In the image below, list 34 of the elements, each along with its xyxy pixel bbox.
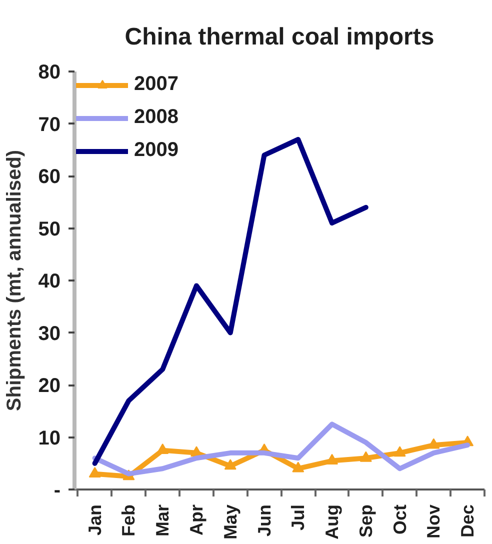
point (224, 459, 236, 470)
x-tick-label: Dec (458, 504, 478, 538)
y-tick-label: 20 (38, 375, 61, 397)
x-tick-label: Nov (424, 504, 444, 539)
x-tick-label: Jun (254, 504, 274, 536)
legend-label: 2009 (134, 139, 178, 162)
x-tick-label: Jul (288, 504, 308, 531)
y-tick-label: - (54, 480, 61, 502)
x-tick-label: Apr (186, 504, 206, 536)
x-tick-label: Feb (118, 504, 139, 536)
x-tick-label: Aug (322, 504, 342, 540)
y-tick-label: 70 (38, 114, 61, 136)
y-tick-label: 50 (38, 218, 61, 240)
point (292, 462, 304, 472)
x-tick-label: Jan (84, 504, 105, 536)
point (394, 446, 406, 457)
point (156, 443, 169, 454)
x-tick-label: Oct (390, 504, 410, 535)
point (88, 466, 101, 478)
y-tick-label: 60 (38, 166, 61, 188)
point (360, 451, 372, 462)
point (326, 454, 338, 464)
point (428, 438, 440, 449)
x-tick-label: May (220, 504, 240, 540)
chart-title: China thermal coal imports (124, 24, 434, 50)
y-axis-title: Shipments (mt, annualised) (3, 150, 26, 412)
y-tick-label: 80 (38, 62, 61, 84)
y-tick-label: 30 (38, 322, 61, 345)
y-tick-label: 10 (38, 427, 61, 450)
legend-label: 2007 (134, 73, 178, 96)
y-tick-label: 40 (38, 270, 61, 292)
legend-label: 2008 (134, 106, 178, 129)
x-tick-label: Sep (356, 504, 376, 538)
x-tick-label: Mar (152, 504, 173, 537)
